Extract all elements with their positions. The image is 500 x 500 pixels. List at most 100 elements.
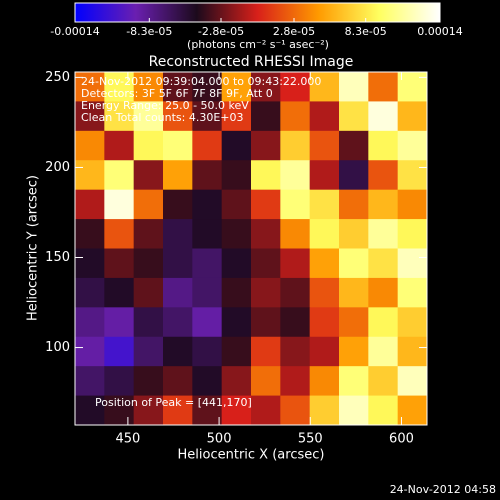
heatmap-cell [192,395,223,426]
colorbar-tick-label: 0.00014 [417,25,463,38]
heatmap-cell [133,130,164,161]
heatmap-cell [192,336,223,367]
heatmap-cell [309,189,340,220]
heatmap-cell [339,277,369,308]
heatmap-cell [309,101,340,132]
heatmap-cell [75,366,105,397]
heatmap-cell [133,160,164,191]
heatmap-cell [251,130,281,161]
heatmap-cell [104,189,135,220]
heatmap-cell [309,160,340,191]
heatmap-cell [163,130,193,161]
heatmap-cell [280,307,311,338]
heatmap-cell [221,219,252,249]
heatmap-cell [309,277,340,308]
heatmap-cell [251,366,281,397]
heatmap-cell [251,72,281,102]
heatmap-cell [280,72,311,102]
heatmap-cell [368,219,399,249]
colorbar-tick-label: -0.00014 [50,25,99,38]
heatmap-cell [251,307,281,338]
heatmap-cell [221,277,252,308]
heatmap-cell [75,219,105,249]
y-axis-label: Heliocentric Y (arcsec) [26,175,41,321]
heatmap-cell [339,219,369,249]
chart-title: Reconstructed RHESSI Image [149,54,354,70]
heatmap-cell [280,366,311,397]
colorbar-tick-label: 2.8e-05 [273,25,315,38]
heatmap-cell [133,366,164,397]
peak-label: Position of Peak = [441,170] [95,396,252,409]
y-tick-label: 100 [45,340,70,355]
heatmap-cell [75,160,105,191]
heatmap-cell [221,72,252,102]
heatmap-cell [251,219,281,249]
heatmap-cell [104,395,135,426]
heatmap-cell [397,72,428,102]
heatmap-cell [309,336,340,367]
heatmap-cell [368,160,399,191]
annotation: 24-Nov-2012 09:39:04.000 to 09:43:22.000 [81,75,321,88]
heatmap-cell [251,248,281,279]
heatmap-cell [309,219,340,249]
heatmap-cell [280,189,311,220]
heatmap-cell [368,336,399,367]
heatmap-cell [163,219,193,249]
heatmap-cell [251,189,281,220]
heatmap-cell [75,248,105,279]
heatmap-cell [368,395,399,426]
heatmap-cell [163,101,193,132]
x-tick-label: 600 [389,432,414,447]
heatmap-cell [397,130,428,161]
heatmap-cell [104,307,135,338]
heatmap-cell [75,189,105,220]
heatmap-cell [133,101,164,132]
colorbar-label: (photons cm⁻² s⁻¹ asec⁻²) [187,38,329,51]
plot-frame [74,71,428,426]
heatmap-cell [163,307,193,338]
heatmap-cell [104,160,135,191]
heatmap-cell [397,366,428,397]
heatmap-cell [163,395,193,426]
heatmap-cell [192,307,223,338]
heatmap-cell [339,366,369,397]
heatmap-cell [163,248,193,279]
heatmap-cell [192,219,223,249]
heatmap-cell [221,189,252,220]
footer: 24-Nov-2012 04:58 [390,483,496,496]
heatmap-cell [280,248,311,279]
heatmap-cell [309,72,340,102]
heatmap-cell [104,336,135,367]
heatmap-cell [397,395,428,426]
heatmap-cell [339,248,369,279]
heatmap-cell [163,366,193,397]
heatmap-cell [163,72,193,102]
heatmap-cell [251,101,281,132]
heatmap-cell [133,189,164,220]
heatmap-cell [192,248,223,279]
heatmap-cell [221,307,252,338]
colorbar-tick-label: 8.3e-05 [345,25,387,38]
heatmap-cell [163,277,193,308]
heatmap-cell [280,130,311,161]
heatmap-cell [163,336,193,367]
heatmap-cell [251,160,281,191]
heatmap-cell [368,277,399,308]
heatmap-cell [133,277,164,308]
heatmap-cell [368,366,399,397]
heatmap-cell [368,189,399,220]
heatmap-cell [75,277,105,308]
y-tick-label: 150 [45,250,70,265]
heatmap-cell [163,189,193,220]
heatmap-cell [75,101,105,132]
heatmap-cell [133,307,164,338]
heatmap-cell [339,130,369,161]
heatmap-cell [192,130,223,161]
annotation: Energy Range: 25.0 - 50.0 keV [81,99,249,112]
heatmap-cell [133,219,164,249]
heatmap-cell [221,336,252,367]
heatmap-cell [280,101,311,132]
heatmap-cell [309,395,340,426]
heatmap-cell [104,72,135,102]
